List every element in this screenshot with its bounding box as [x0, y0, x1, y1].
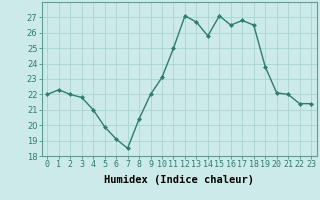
X-axis label: Humidex (Indice chaleur): Humidex (Indice chaleur) [104, 175, 254, 185]
